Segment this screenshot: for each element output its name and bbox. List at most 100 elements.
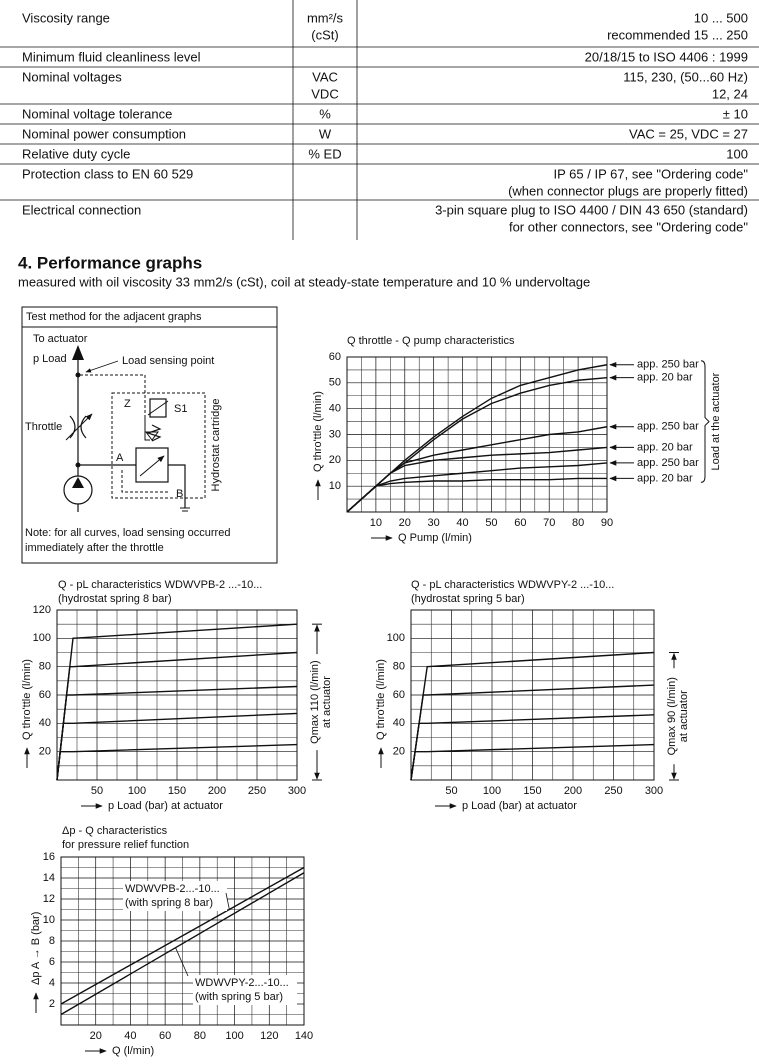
x-axis-label: p Load (bar) at actuator bbox=[108, 800, 223, 812]
x-tick-label: 40 bbox=[124, 1030, 136, 1042]
value: for other connectors, see "Ordering code… bbox=[509, 219, 748, 234]
x-tick-label: 300 bbox=[645, 785, 663, 797]
series-label: WDWVPY-2...-10... bbox=[195, 977, 289, 989]
plot-frame bbox=[60, 856, 305, 1026]
parameter: Protection class to EN 60 529 bbox=[22, 166, 193, 181]
value: 3-pin square plug to ISO 4400 / DIN 43 6… bbox=[435, 202, 748, 217]
x-tick-label: 50 bbox=[445, 785, 457, 797]
chart-subtitle: (hydrostat spring 5 bar) bbox=[411, 593, 525, 605]
line-b bbox=[168, 464, 186, 508]
y-tick-label: 80 bbox=[39, 661, 51, 673]
x-tick-label: 30 bbox=[428, 517, 440, 529]
x-tick-label: 140 bbox=[295, 1030, 313, 1042]
y-tick-label: 16 bbox=[43, 851, 55, 863]
value: 100 bbox=[726, 146, 748, 161]
unit: W bbox=[319, 126, 332, 141]
pilot bbox=[144, 418, 159, 441]
x-tick-label: 60 bbox=[514, 517, 526, 529]
chart-title: Q - pL characteristics WDWVPY-2 ...-10..… bbox=[411, 579, 614, 591]
valve-body bbox=[135, 447, 169, 483]
unit: % bbox=[319, 106, 331, 121]
x-tick-label: 300 bbox=[288, 785, 306, 797]
parameter: Viscosity range bbox=[22, 10, 110, 25]
x-tick-label: 80 bbox=[194, 1030, 206, 1042]
y-tick-label: 14 bbox=[43, 872, 55, 884]
parameter: Electrical connection bbox=[22, 202, 141, 217]
data-line bbox=[346, 477, 607, 513]
plot-frame bbox=[346, 356, 608, 513]
value: VAC = 25, VDC = 27 bbox=[629, 126, 748, 141]
y-axis-label: Q thro'ttle (l/min) bbox=[375, 659, 387, 740]
section-subtitle: measured with oil viscosity 33 mm2/s (cS… bbox=[18, 274, 590, 289]
y-tick-label: 4 bbox=[49, 977, 55, 989]
qmax-label: at actuator bbox=[321, 676, 333, 728]
value: IP 65 / IP 67, see "Ordering code" bbox=[554, 166, 749, 181]
qmax-label: Qmax 110 (l/min) bbox=[309, 660, 321, 744]
chart-title: Q throttle - Q pump characteristics bbox=[347, 335, 515, 347]
value: 20/18/15 to ISO 4406 : 1999 bbox=[585, 49, 748, 64]
value: 115, 230, (50...60 Hz) bbox=[623, 69, 748, 84]
x-tick-label: 50 bbox=[91, 785, 103, 797]
value: ± 10 bbox=[723, 106, 748, 121]
test-note: Note: for all curves, load sensing occur… bbox=[25, 527, 230, 539]
chart-title: Δp - Q characteristics bbox=[62, 825, 168, 837]
unit: VDC bbox=[311, 86, 338, 101]
label-a: A bbox=[116, 452, 124, 464]
series-label: WDWVPB-2...-10... bbox=[125, 883, 220, 895]
value: 10 ... 500 bbox=[694, 10, 748, 25]
y-tick-label: 50 bbox=[329, 377, 341, 389]
hydrostat-frame bbox=[111, 392, 206, 499]
plot-frame bbox=[56, 609, 298, 781]
y-tick-label: 6 bbox=[49, 956, 55, 968]
x-tick-label: 150 bbox=[168, 785, 186, 797]
qmax-label: Qmax 90 (l/min) bbox=[666, 677, 678, 755]
solenoid-slash bbox=[147, 400, 169, 416]
throttle-arrow bbox=[65, 413, 93, 441]
series-label: app. 20 bar bbox=[637, 372, 693, 384]
plot-frame bbox=[410, 609, 655, 781]
throttle-symbol bbox=[69, 415, 87, 439]
x-tick-label: 150 bbox=[523, 785, 541, 797]
x-tick-label: 200 bbox=[564, 785, 582, 797]
label-b: B bbox=[176, 488, 183, 500]
x-tick-label: 250 bbox=[604, 785, 622, 797]
data-line bbox=[346, 462, 608, 513]
y-tick-label: 8 bbox=[49, 935, 55, 947]
x-tick-label: 60 bbox=[159, 1030, 171, 1042]
valve-arrow bbox=[139, 455, 165, 477]
y-tick-label: 80 bbox=[393, 661, 405, 673]
unit: mm²/s bbox=[307, 10, 344, 25]
x-tick-label: 10 bbox=[370, 517, 382, 529]
sensing-leader bbox=[85, 360, 119, 373]
series-leader bbox=[225, 892, 230, 910]
y-tick-label: 12 bbox=[43, 893, 55, 905]
y-tick-label: 40 bbox=[329, 403, 341, 415]
y-tick-label: 40 bbox=[39, 717, 51, 729]
y-tick-label: 40 bbox=[393, 717, 405, 729]
series-sublabel: (with spring 8 bar) bbox=[125, 897, 213, 909]
y-tick-label: 20 bbox=[393, 746, 405, 758]
parameter: Nominal power consumption bbox=[22, 126, 186, 141]
unit: (cSt) bbox=[311, 27, 338, 42]
solenoid bbox=[149, 398, 167, 418]
series-leader bbox=[175, 947, 189, 977]
y-tick-label: 120 bbox=[33, 604, 51, 616]
label-sensing: Load sensing point bbox=[122, 355, 214, 367]
test-method-box: Test method for the adjacent graphs To a… bbox=[21, 306, 278, 564]
test-note: immediately after the throttle bbox=[25, 542, 164, 554]
y-axis-label: Q thro'ttle (l/min) bbox=[21, 659, 33, 740]
y-tick-label: 2 bbox=[49, 998, 55, 1010]
value: recommended 15 ... 250 bbox=[607, 27, 748, 42]
node bbox=[75, 372, 81, 378]
label-s1: S1 bbox=[174, 403, 187, 415]
y-tick-label: 60 bbox=[393, 689, 405, 701]
x-tick-label: 80 bbox=[572, 517, 584, 529]
y-tick-label: 60 bbox=[329, 351, 341, 363]
series-label: app. 250 bar bbox=[637, 421, 699, 433]
x-tick-label: 70 bbox=[543, 517, 555, 529]
data-line bbox=[60, 866, 305, 1005]
data-line bbox=[60, 872, 305, 1016]
y-tick-label: 10 bbox=[43, 914, 55, 926]
x-axis-label: Q Pump (l/min) bbox=[398, 532, 472, 544]
y-tick-label: 30 bbox=[329, 428, 341, 440]
